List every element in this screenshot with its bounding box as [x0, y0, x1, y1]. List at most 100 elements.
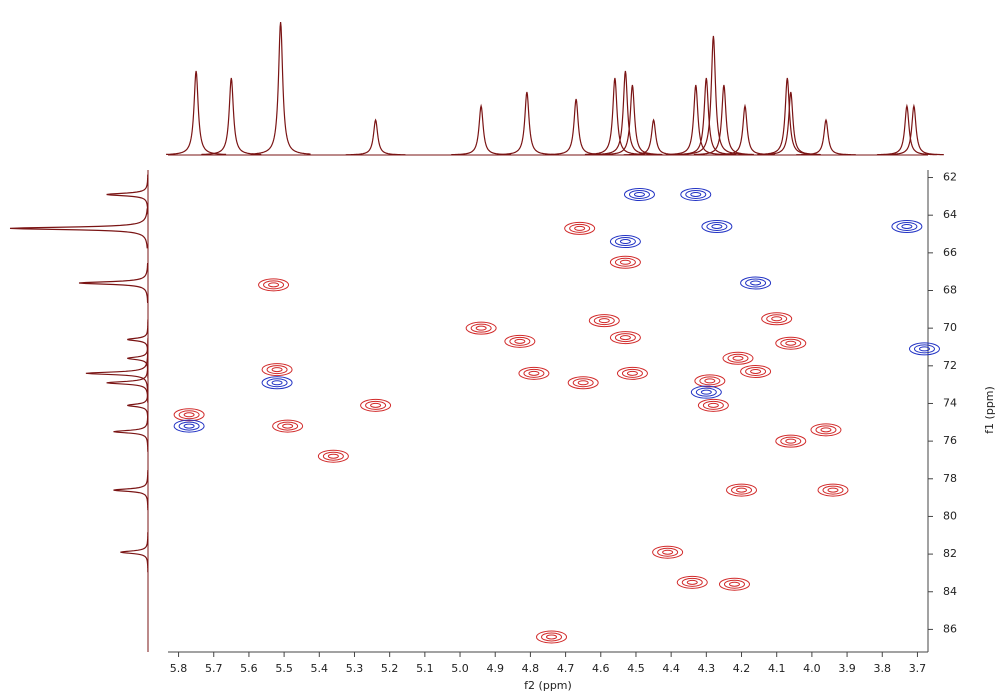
- x-tick-label: 5.2: [381, 662, 399, 675]
- cross-peak: [815, 425, 837, 435]
- top-projection-peak: [201, 77, 262, 156]
- cross-peak: [766, 314, 788, 324]
- cross-peak: [908, 342, 940, 356]
- cross-peak: [266, 365, 288, 375]
- cross-peak: [360, 398, 392, 412]
- cross-peak: [633, 191, 645, 197]
- cross-peak: [261, 363, 293, 377]
- left-projection-peak: [85, 353, 149, 394]
- x-tick-label: 4.0: [803, 662, 821, 675]
- cross-peak: [780, 338, 802, 348]
- cross-peak: [662, 549, 674, 555]
- x-tick-label: 4.6: [592, 662, 610, 675]
- cross-peak: [761, 312, 793, 326]
- top-projection-peak: [623, 118, 684, 156]
- cross-peak: [771, 316, 783, 322]
- cross-peak: [598, 318, 610, 324]
- cross-peak: [695, 387, 717, 397]
- x-tick-label: 4.5: [627, 662, 645, 675]
- cross-peak: [509, 336, 531, 346]
- cross-peak: [711, 223, 723, 229]
- top-projection-peak: [496, 91, 557, 156]
- cross-peak: [183, 423, 195, 429]
- left-projection-peak: [127, 338, 149, 379]
- cross-peak: [732, 355, 744, 361]
- cross-peak: [567, 376, 599, 390]
- cross-peak: [722, 351, 754, 365]
- cross-peak: [271, 367, 283, 373]
- left-projection-peak: [127, 319, 149, 360]
- left-projection-peak: [78, 263, 149, 303]
- cross-peak: [593, 316, 615, 326]
- y-tick-label: 82: [943, 547, 957, 560]
- cross-peak: [780, 436, 802, 446]
- cross-peak: [541, 632, 563, 642]
- cross-peak: [609, 331, 641, 345]
- top-projection-peak: [602, 84, 663, 156]
- y-tick-label: 76: [943, 434, 957, 447]
- cross-peak: [745, 278, 767, 288]
- cross-peak: [702, 400, 724, 410]
- y-tick-label: 66: [943, 246, 957, 259]
- cross-peak: [736, 487, 748, 493]
- cross-peak: [704, 378, 716, 384]
- cross-peak: [681, 577, 703, 587]
- x-tick-label: 5.8: [170, 662, 188, 675]
- cross-peak: [718, 577, 750, 591]
- y-tick-label: 68: [943, 284, 957, 297]
- y-tick-label: 70: [943, 321, 957, 334]
- y-tick-label: 64: [943, 208, 957, 221]
- cross-peak: [619, 239, 631, 245]
- cross-peak: [614, 333, 636, 343]
- x-tick-label: 3.9: [838, 662, 856, 675]
- x-tick-label: 4.1: [768, 662, 786, 675]
- y-tick-label: 78: [943, 472, 957, 485]
- cross-peak: [272, 419, 304, 433]
- x-axis-label: f2 (ppm): [524, 679, 572, 692]
- x-tick-label: 4.9: [486, 662, 504, 675]
- top-projection-peak: [250, 21, 311, 155]
- x-tick-label: 4.2: [733, 662, 751, 675]
- cross-peak: [261, 376, 293, 390]
- cross-peak: [173, 408, 205, 422]
- cross-peak: [564, 221, 596, 235]
- cross-peak: [470, 323, 492, 333]
- left-projection-peak: [9, 208, 148, 249]
- cross-peak: [609, 235, 641, 249]
- top-projection-peak: [665, 84, 726, 156]
- top-projection-peak: [451, 103, 512, 156]
- cross-peak: [546, 634, 558, 640]
- cross-peak: [588, 314, 620, 328]
- x-tick-label: 5.3: [346, 662, 364, 675]
- cross-peak: [277, 421, 299, 431]
- left-projection-peak: [127, 385, 149, 426]
- cross-peak: [365, 400, 387, 410]
- cross-peak: [609, 255, 641, 269]
- x-tick-label: 4.3: [698, 662, 716, 675]
- cross-peak: [266, 378, 288, 388]
- cross-peak: [523, 368, 545, 378]
- top-projection-peak: [584, 77, 645, 156]
- x-tick-label: 4.7: [557, 662, 575, 675]
- cross-peak: [685, 189, 707, 199]
- y-tick-label: 84: [943, 585, 957, 598]
- cross-peak: [178, 421, 200, 431]
- x-tick-label: 5.6: [240, 662, 258, 675]
- cross-peak: [750, 280, 762, 286]
- cross-peak: [518, 366, 550, 380]
- top-projection-peak: [683, 35, 744, 155]
- cross-peak: [913, 344, 935, 354]
- top-projection-peak: [345, 118, 406, 156]
- cross-peak: [697, 398, 729, 412]
- x-tick-label: 5.0: [451, 662, 469, 675]
- cross-peak: [745, 366, 767, 376]
- top-projection-peak: [693, 84, 754, 156]
- cross-peak: [699, 376, 721, 386]
- cross-peak: [901, 223, 913, 229]
- cross-peak: [317, 449, 349, 463]
- x-tick-label: 5.5: [275, 662, 293, 675]
- cross-peak: [504, 334, 536, 348]
- cross-peak: [690, 191, 702, 197]
- cross-peak: [817, 483, 849, 497]
- cross-peak: [822, 485, 844, 495]
